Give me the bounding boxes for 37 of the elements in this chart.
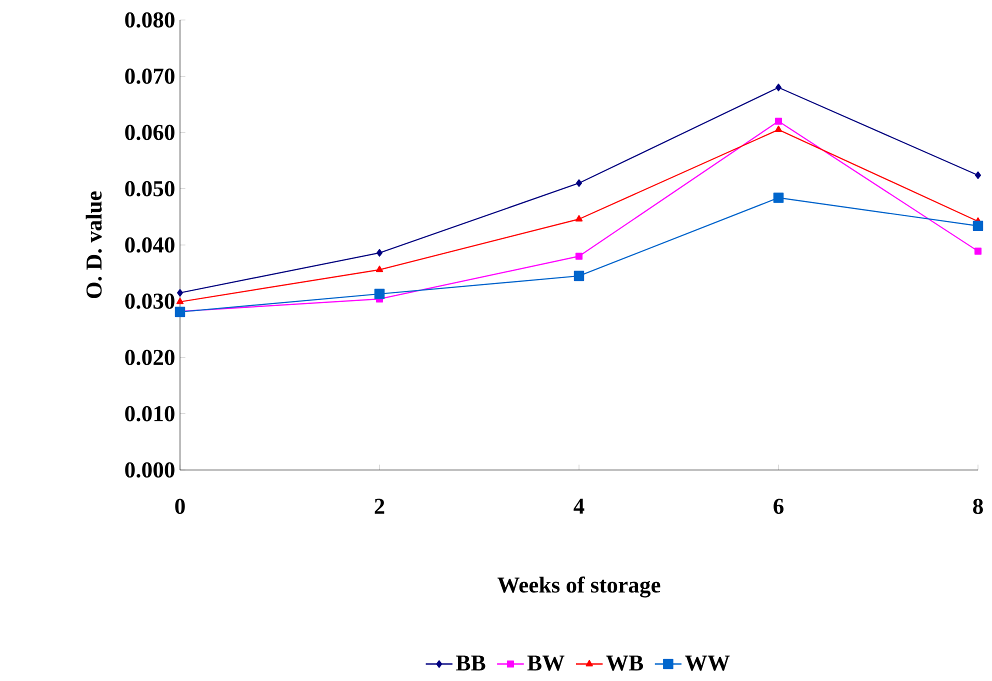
point (773, 192, 784, 203)
x-tick-label: 8 (973, 498, 983, 514)
y-tick-label: 0.010 (125, 406, 174, 422)
x-tick-label: 6 (774, 498, 784, 514)
point (376, 266, 384, 272)
legend-label: WB (606, 656, 644, 671)
point (574, 270, 584, 282)
point (975, 171, 981, 180)
y-tick-label: 0.000 (125, 462, 174, 478)
legend-label: WW (685, 656, 730, 671)
y-axis-title: O. D. value (86, 191, 102, 298)
legend-label: BW (527, 656, 564, 671)
y-tick-label: 0.070 (125, 68, 174, 84)
point (575, 215, 583, 222)
y-tick-label: 0.060 (125, 124, 174, 140)
point (174, 306, 186, 318)
x-tick-label: 0 (175, 498, 185, 514)
y-tick-label: 0.080 (125, 12, 174, 28)
point (176, 298, 184, 304)
point (576, 179, 582, 187)
y-tick-label: 0.020 (125, 350, 174, 366)
point (374, 288, 385, 300)
point (177, 289, 184, 297)
x-tick-label: 4 (574, 498, 584, 514)
point (774, 126, 782, 132)
point (376, 249, 383, 257)
point (974, 248, 982, 255)
legend-label: BB (456, 656, 486, 670)
point (575, 252, 583, 260)
point (972, 220, 984, 232)
point (774, 118, 782, 125)
y-tick-label: 0.050 (125, 181, 174, 196)
y-tick-label: 0.030 (125, 294, 174, 309)
point (776, 84, 782, 92)
x-tick-label: 2 (374, 498, 384, 514)
x-axis-title: Weeks of storage (497, 576, 660, 598)
y-tick-label: 0.040 (125, 237, 174, 253)
